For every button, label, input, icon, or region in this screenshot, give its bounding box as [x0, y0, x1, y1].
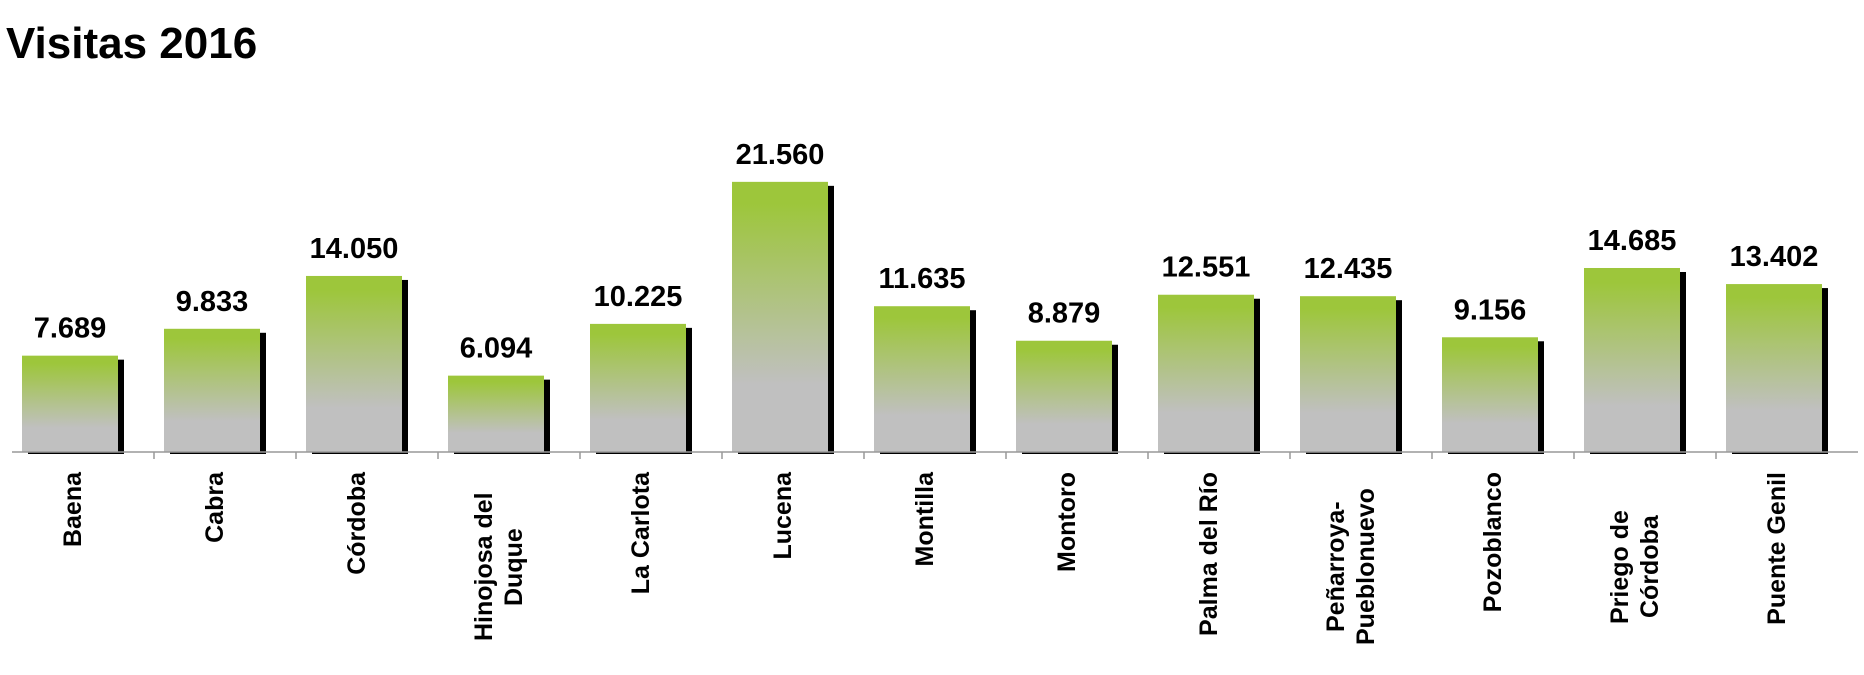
x-tick-label: Hinojosa del Duque: [470, 492, 528, 642]
x-tick-label: Baena: [59, 472, 87, 548]
x-tick-label: Lucena: [769, 472, 797, 560]
bar: [306, 275, 402, 452]
x-tick-wrap: Priego de Córdoba: [1605, 472, 1665, 662]
x-tick-label: Cabra: [201, 472, 229, 543]
x-tick-wrap: Palma del Río: [1194, 472, 1224, 636]
x-tick-label: Palma del Río: [1195, 472, 1223, 636]
x-tick-label: Montilla: [911, 472, 939, 567]
chart-title: Visitas 2016: [6, 19, 257, 68]
x-tick-label: Puente Genil: [1763, 472, 1791, 625]
x-tick-wrap: Montilla: [910, 472, 940, 566]
x-tick-wrap: Baena: [58, 472, 88, 547]
bar: [164, 328, 260, 452]
x-tick-wrap: Peñarroya-Pueblonuevo: [1321, 472, 1381, 662]
value-label: 11.635: [878, 263, 965, 295]
x-tick-wrap: Cabra: [200, 472, 230, 543]
bar: [1158, 294, 1254, 452]
bar: [874, 306, 970, 452]
value-label: 8.879: [1028, 298, 1101, 330]
x-tick-label: Córdoba: [343, 472, 371, 575]
x-tick-label: La Carlota: [627, 472, 655, 595]
x-tick-wrap: Pozoblanco: [1478, 472, 1508, 612]
x-tick-wrap: Puente Genil: [1762, 472, 1792, 625]
x-tick-wrap: Córdoba: [342, 472, 372, 575]
x-tick-label: Montoro: [1053, 472, 1081, 572]
bar: [590, 323, 686, 452]
x-tick-wrap: La Carlota: [626, 472, 656, 594]
bar: [1016, 340, 1112, 452]
value-label: 9.156: [1454, 294, 1527, 326]
value-label: 14.685: [1588, 225, 1677, 257]
value-label: 7.689: [34, 313, 107, 345]
value-label: 13.402: [1730, 241, 1819, 273]
value-label: 10.225: [594, 281, 683, 313]
x-tick-label: Peñarroya-Pueblonuevo: [1322, 488, 1380, 646]
value-label: 9.833: [176, 286, 249, 318]
x-tick-wrap: Lucena: [768, 472, 798, 560]
bar: [732, 181, 828, 452]
value-label: 21.560: [736, 139, 825, 171]
value-label: 6.094: [460, 333, 533, 365]
bar: [1300, 296, 1396, 452]
x-tick-wrap: Hinojosa del Duque: [469, 472, 529, 662]
bar: [1726, 284, 1822, 452]
bar: [1584, 267, 1680, 452]
value-label: 12.435: [1304, 253, 1393, 285]
x-tick-label: Pozoblanco: [1479, 472, 1507, 613]
bar: [22, 355, 118, 452]
value-label: 12.551: [1162, 252, 1251, 284]
bar: [448, 375, 544, 452]
x-tick-wrap: Montoro: [1052, 472, 1082, 572]
bar: [1442, 337, 1538, 452]
value-label: 14.050: [310, 233, 399, 265]
x-tick-label: Priego de Córdoba: [1606, 510, 1664, 624]
